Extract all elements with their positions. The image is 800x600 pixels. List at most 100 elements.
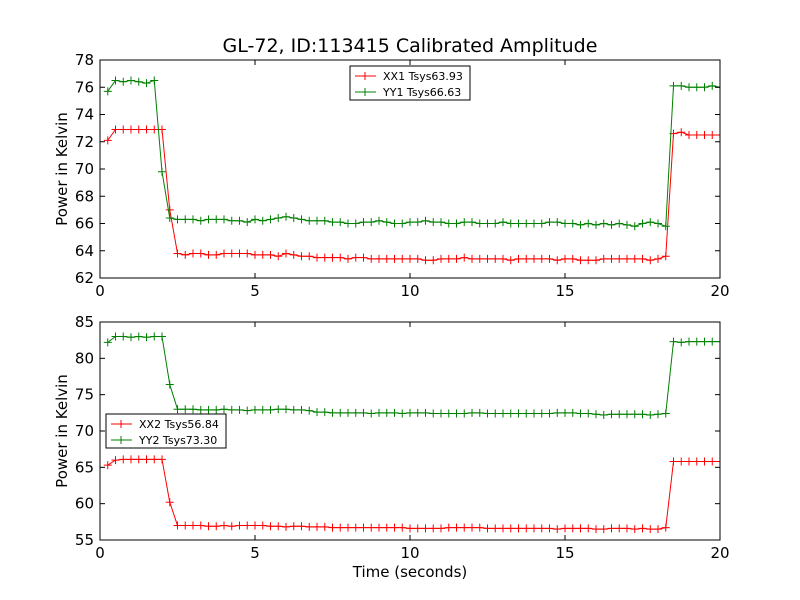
data-point: [499, 409, 507, 418]
data-point: [297, 252, 306, 261]
data-point: [623, 524, 631, 533]
data-point: [444, 219, 453, 228]
legend-marker: [361, 72, 369, 80]
data-point: [313, 216, 321, 225]
data-point: [506, 219, 515, 228]
data-point: [568, 219, 577, 228]
data-point: [537, 409, 546, 418]
data-point: [460, 409, 469, 418]
data-point: [607, 254, 616, 263]
data-point: [158, 455, 166, 464]
data-point: [522, 254, 531, 263]
data-point: [220, 249, 228, 258]
data-point: [212, 405, 221, 414]
y-tick-label: 64: [75, 242, 94, 260]
data-point: [336, 253, 345, 262]
data-point: [599, 525, 608, 534]
data-point: [444, 409, 453, 418]
data-point: [468, 523, 476, 532]
data-point: [623, 410, 631, 419]
legend-box: [349, 65, 471, 101]
data-point: [514, 409, 523, 418]
data-point: [328, 218, 337, 227]
data-point: [669, 337, 678, 346]
data-point: [584, 219, 593, 228]
data-point: [561, 219, 569, 228]
series-1-group: [103, 455, 720, 534]
data-point: [700, 337, 709, 346]
data-point: [654, 219, 662, 228]
data-point: [320, 216, 329, 225]
data-point: [344, 219, 352, 228]
data-point: [475, 254, 484, 263]
x-tick-label: 5: [250, 282, 260, 300]
data-point: [630, 254, 639, 263]
data-point: [119, 332, 128, 341]
data-point: [158, 125, 166, 134]
data-point: [685, 457, 693, 466]
data-point: [677, 338, 686, 347]
data-point: [382, 254, 391, 263]
data-point: [382, 408, 391, 417]
y-axis-label: Power in Kelvin: [53, 374, 71, 488]
data-point: [561, 254, 569, 263]
data-point: [522, 409, 531, 418]
data-point: [545, 254, 554, 263]
data-point: [119, 125, 128, 134]
data-point: [398, 219, 407, 228]
data-point: [553, 256, 562, 265]
data-point: [638, 524, 647, 533]
legend-box: [105, 413, 227, 449]
data-point: [630, 525, 639, 534]
data-point: [336, 523, 345, 532]
data-point: [514, 219, 523, 228]
legend-marker: [117, 420, 125, 428]
data-point: [421, 408, 430, 417]
data-point: [669, 457, 678, 466]
data-point: [258, 216, 267, 225]
data-point: [599, 411, 608, 420]
data-point: [708, 81, 717, 90]
data-point: [313, 408, 321, 417]
data-point: [359, 523, 368, 532]
data-point: [266, 522, 275, 531]
data-point: [592, 256, 600, 265]
data-point: [328, 523, 337, 532]
data-point: [708, 337, 717, 346]
data-point: [429, 256, 438, 265]
data-point: [437, 218, 445, 227]
data-point: [227, 249, 236, 258]
data-point: [646, 256, 655, 265]
data-point: [444, 254, 453, 263]
data-point: [568, 524, 577, 533]
data-point: [375, 216, 383, 225]
data-point: [212, 250, 221, 259]
data-point: [313, 253, 321, 262]
data-point: [468, 254, 476, 263]
y-tick-label: 62: [75, 269, 94, 287]
x-tick-label: 5: [250, 544, 260, 562]
data-point: [630, 410, 639, 419]
data-point: [189, 521, 197, 530]
data-point: [119, 77, 128, 86]
data-point: [351, 253, 360, 262]
data-point: [654, 525, 662, 534]
data-point: [196, 249, 205, 258]
data-point: [685, 130, 693, 139]
data-point: [266, 215, 275, 224]
data-point: [390, 523, 399, 532]
data-point: [692, 130, 701, 139]
data-point: [506, 524, 515, 533]
data-point: [227, 216, 236, 225]
data-point: [258, 405, 267, 414]
data-point: [677, 81, 686, 90]
data-point: [119, 455, 128, 464]
data-point: [336, 408, 345, 417]
data-point: [196, 521, 205, 530]
data-point: [406, 408, 414, 417]
data-point: [351, 523, 360, 532]
data-point: [173, 521, 182, 530]
data-point: [413, 524, 422, 533]
data-point: [491, 409, 500, 418]
